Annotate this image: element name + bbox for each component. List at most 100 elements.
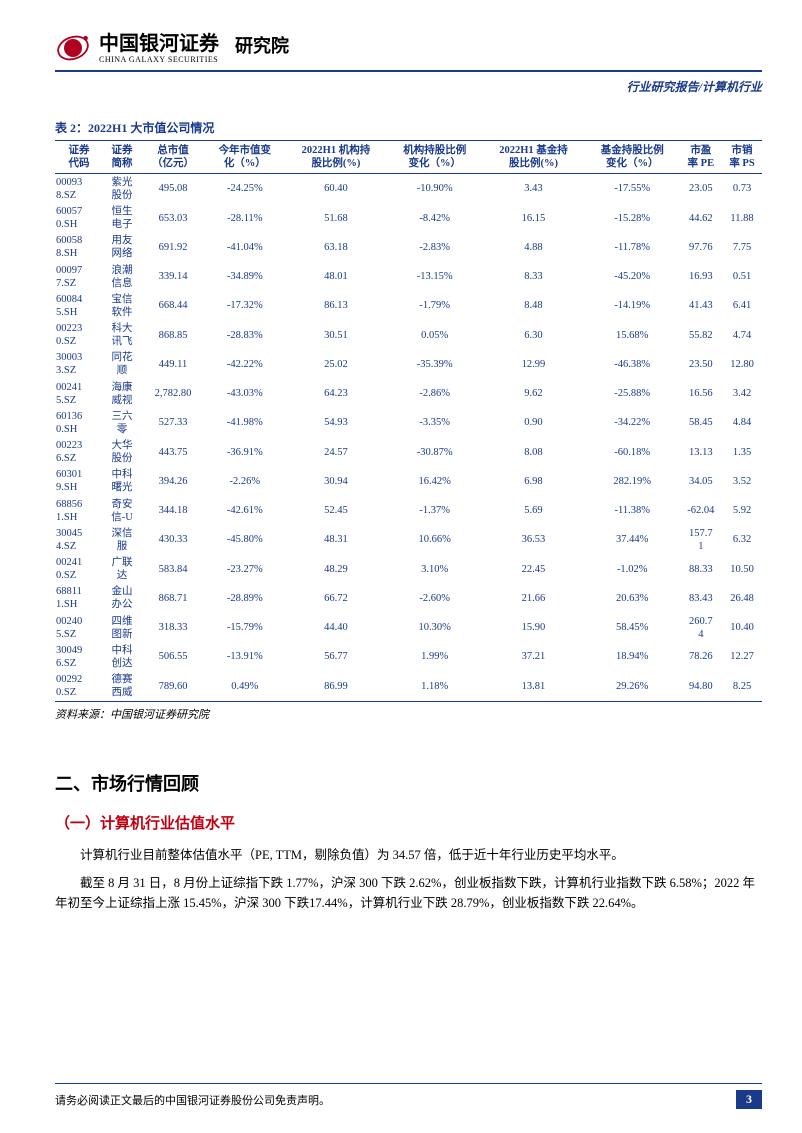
table-cell: 20.63%: [585, 584, 680, 613]
table-cell: 83.43: [680, 584, 722, 613]
table-cell: 653.03: [141, 204, 205, 233]
table-cell: 68811 1.SH: [55, 584, 103, 613]
table-cell: 157.7 1: [680, 525, 722, 554]
table-cell: -36.91%: [205, 438, 284, 467]
table-cell: 58.45: [680, 408, 722, 437]
table-cell: 430.33: [141, 525, 205, 554]
table-col-header: 基金持股比例 变化（%）: [585, 141, 680, 174]
table-cell: 394.26: [141, 467, 205, 496]
table-cell: -2.83%: [387, 233, 482, 262]
table-cell: 13.13: [680, 438, 722, 467]
table-caption: 表 2：2022H1 大市值公司情况: [55, 119, 762, 136]
table-cell: 12.99: [482, 350, 585, 379]
table-cell: -28.83%: [205, 321, 284, 350]
table-cell: 37.21: [482, 642, 585, 671]
table-cell: -1.79%: [387, 291, 482, 320]
table-cell: 0.49%: [205, 672, 284, 702]
table-cell: -41.04%: [205, 233, 284, 262]
table-cell: 0.90: [482, 408, 585, 437]
table-cell: 55.82: [680, 321, 722, 350]
table-cell: 60.40: [285, 174, 388, 204]
table-cell: 6.98: [482, 467, 585, 496]
table-cell: 51.68: [285, 204, 388, 233]
logo-block: 中国银河证券 CHINA GALAXY SECURITIES: [55, 30, 219, 66]
table-row: 00223 0.SZ科大 讯飞868.85-28.83%30.510.05%6.…: [55, 321, 762, 350]
table-row: 00240 5.SZ四维 图新318.33-15.79%44.4010.30%1…: [55, 613, 762, 642]
table-cell: 789.60: [141, 672, 205, 702]
table-row: 68811 1.SH金山 办公868.71-28.89%66.72-2.60%2…: [55, 584, 762, 613]
table-cell: 30.51: [285, 321, 388, 350]
table-cell: 6.30: [482, 321, 585, 350]
table-cell: -42.61%: [205, 496, 284, 525]
table-cell: 22.45: [482, 555, 585, 584]
table-cell: 金山 办公: [103, 584, 141, 613]
table-cell: 583.84: [141, 555, 205, 584]
table-cell: 0.05%: [387, 321, 482, 350]
institute-label: 研究院: [235, 32, 289, 64]
table-row: 60301 9.SH中科 曙光394.26-2.26%30.9416.42%6.…: [55, 467, 762, 496]
table-cell: 宝信 软件: [103, 291, 141, 320]
table-cell: 25.02: [285, 350, 388, 379]
table-cell: 恒生 电子: [103, 204, 141, 233]
footer-disclaimer: 请务必阅读正文最后的中国银河证券股份公司免责声明。: [55, 1092, 330, 1108]
table-cell: 1.18%: [387, 672, 482, 702]
table-cell: 41.43: [680, 291, 722, 320]
table-col-header: 市盈 率 PE: [680, 141, 722, 174]
table-cell: 中科 创达: [103, 642, 141, 671]
table-col-header: 2022H1 基金持 股比例(%): [482, 141, 585, 174]
table-cell: 34.05: [680, 467, 722, 496]
table-cell: -15.79%: [205, 613, 284, 642]
table-cell: -34.89%: [205, 262, 284, 291]
table-cell: -2.86%: [387, 379, 482, 408]
table-cell: 5.92: [722, 496, 762, 525]
table-cell: 48.01: [285, 262, 388, 291]
table-cell: 60058 8.SH: [55, 233, 103, 262]
table-row: 68856 1.SH奇安 信-U344.18-42.61%52.45-1.37%…: [55, 496, 762, 525]
table-cell: 64.23: [285, 379, 388, 408]
table-cell: 用友 网络: [103, 233, 141, 262]
table-cell: 00223 0.SZ: [55, 321, 103, 350]
table-cell: 深信 服: [103, 525, 141, 554]
table-cell: 18.94%: [585, 642, 680, 671]
table-row: 60057 0.SH恒生 电子653.03-28.11%51.68-8.42%1…: [55, 204, 762, 233]
table-cell: -30.87%: [387, 438, 482, 467]
table-cell: -2.60%: [387, 584, 482, 613]
table-cell: -25.88%: [585, 379, 680, 408]
table-cell: 94.80: [680, 672, 722, 702]
table-cell: 88.33: [680, 555, 722, 584]
table-row: 00093 8.SZ紫光 股份495.08-24.25%60.40-10.90%…: [55, 174, 762, 204]
table-row: 30049 6.SZ中科 创达506.55-13.91%56.771.99%37…: [55, 642, 762, 671]
table-cell: 8.48: [482, 291, 585, 320]
table-cell: 60301 9.SH: [55, 467, 103, 496]
table-cell: -60.18%: [585, 438, 680, 467]
section-heading-2: 二、市场行情回顾: [55, 770, 762, 796]
table-cell: 00097 7.SZ: [55, 262, 103, 291]
table-cell: 浪潮 信息: [103, 262, 141, 291]
table-cell: 30003 3.SZ: [55, 350, 103, 379]
table-cell: 4.84: [722, 408, 762, 437]
table-col-header: 机构持股比例 变化（%）: [387, 141, 482, 174]
table-cell: 广联 达: [103, 555, 141, 584]
table-cell: -34.22%: [585, 408, 680, 437]
table-cell: -23.27%: [205, 555, 284, 584]
table-cell: -45.80%: [205, 525, 284, 554]
table-cell: 4.88: [482, 233, 585, 262]
table-source: 资料来源：中国银河证券研究院: [55, 706, 762, 722]
table-cell: 66.72: [285, 584, 388, 613]
table-cell: 16.42%: [387, 467, 482, 496]
table-cell: -35.39%: [387, 350, 482, 379]
table-cell: -17.32%: [205, 291, 284, 320]
table-cell: 12.80: [722, 350, 762, 379]
table-cell: -24.25%: [205, 174, 284, 204]
table-cell: 6.32: [722, 525, 762, 554]
table-cell: -2.26%: [205, 467, 284, 496]
table-cell: 86.99: [285, 672, 388, 702]
paragraph: 截至 8 月 31 日，8 月份上证综指下跌 1.77%，沪深 300 下跌 2…: [55, 873, 762, 913]
table-cell: 16.93: [680, 262, 722, 291]
table-cell: 同花 顺: [103, 350, 141, 379]
table-cell: 21.66: [482, 584, 585, 613]
table-cell: 868.71: [141, 584, 205, 613]
table-cell: 7.75: [722, 233, 762, 262]
table-cell: 13.81: [482, 672, 585, 702]
table-cell: 37.44%: [585, 525, 680, 554]
